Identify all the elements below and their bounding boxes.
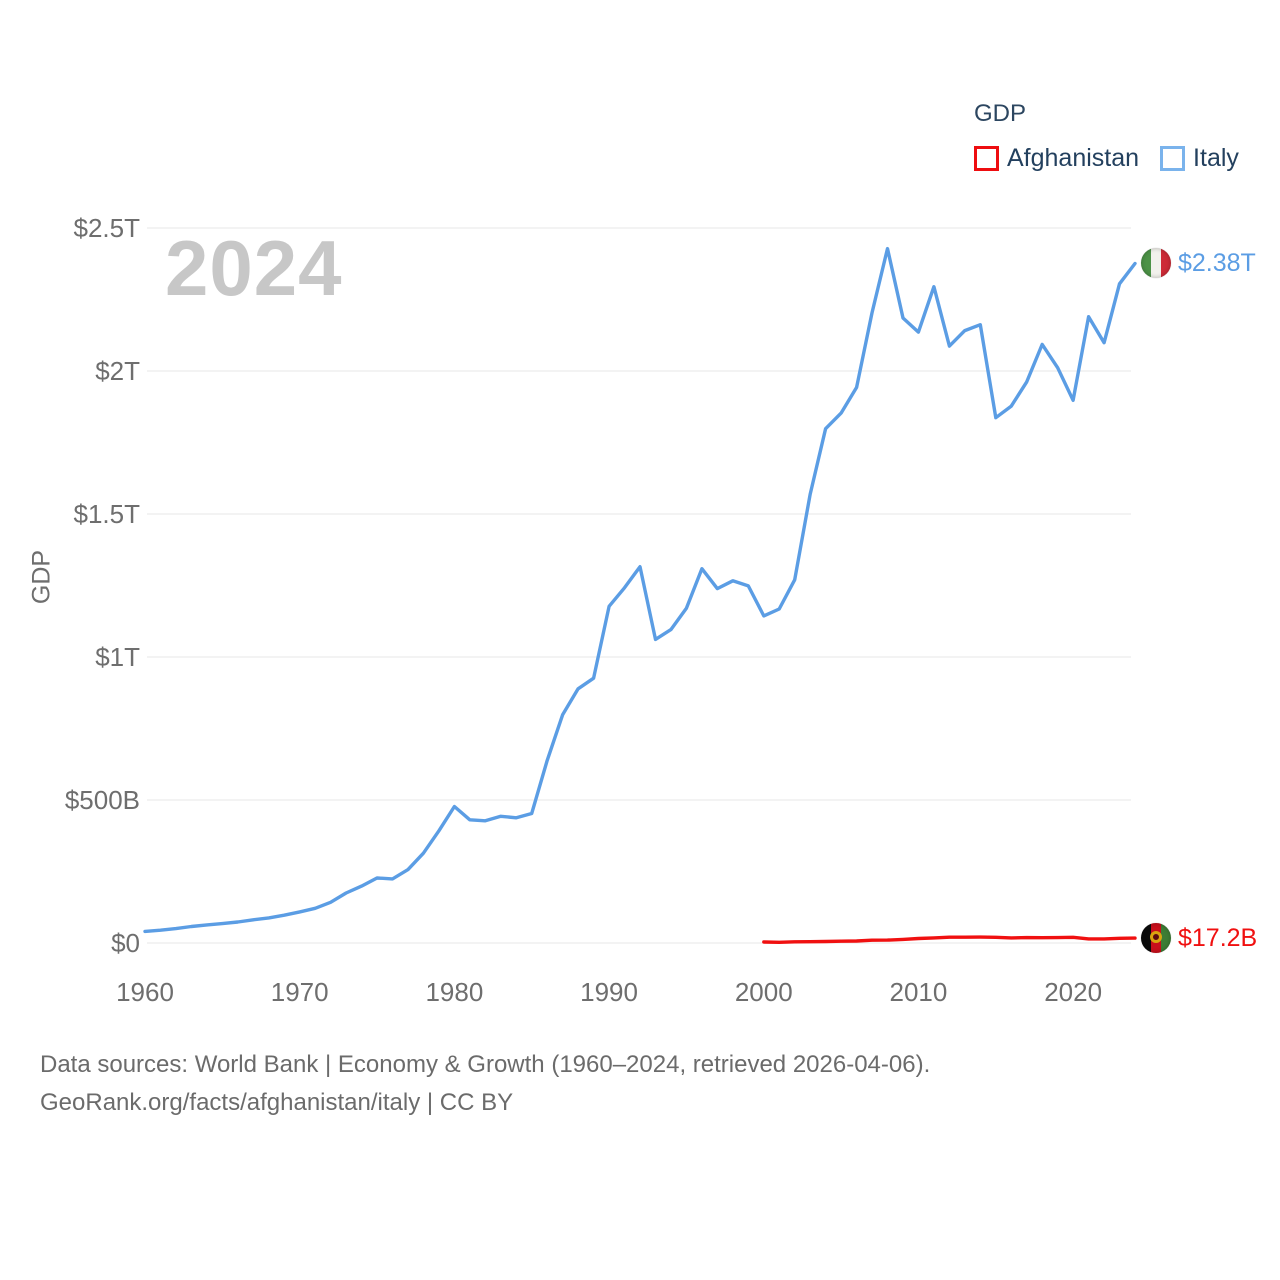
footer: Data sources: World Bank | Economy & Gro… (40, 1046, 930, 1122)
legend: GDP Afghanistan Italy (974, 100, 1239, 173)
x-tick-label: 2010 (890, 977, 948, 1007)
watermark-year: 2024 (165, 224, 343, 312)
y-axis-title: GDP (27, 549, 56, 605)
italy-end-value: $2.38T (1178, 248, 1256, 277)
y-tick-label: $1T (95, 642, 140, 672)
legend-item-afghanistan[interactable]: Afghanistan (974, 144, 1139, 173)
x-tick-label: 1980 (425, 977, 483, 1007)
x-tick-label: 2020 (1044, 977, 1102, 1007)
italy-end-label: $2.38T (1141, 248, 1256, 279)
footer-sources-line: Data sources: World Bank | Economy & Gro… (40, 1051, 931, 1078)
afghanistan-emblem-icon (1150, 930, 1162, 943)
y-tick-label: $2T (95, 356, 140, 386)
italy-flag-icon (1141, 248, 1171, 279)
x-tick-label: 1970 (271, 977, 329, 1007)
legend-title: GDP (974, 100, 1027, 127)
legend-label-afghanistan: Afghanistan (1007, 144, 1140, 172)
italy-gdp-line[interactable] (143, 246, 1137, 934)
legend-items: Afghanistan Italy (974, 144, 1239, 173)
y-tick-label: $1.5T (74, 499, 141, 529)
legend-label-italy: Italy (1193, 144, 1239, 172)
x-tick-label: 2000 (735, 977, 793, 1007)
footer-attribution-line: GeoRank.org/facts/afghanistan/italy | CC… (40, 1089, 514, 1116)
y-tick-label: $0 (111, 928, 140, 958)
y-tick-label: $500B (65, 785, 140, 815)
x-tick-label: 1990 (580, 977, 638, 1007)
gdp-line-chart: $0 $500B $1T $1.5T $2T $2.5T 1960 1970 1980 1990 2… (65, 213, 1137, 1007)
afghanistan-flag-icon (1141, 923, 1171, 954)
x-tick-label: 1960 (116, 977, 174, 1007)
afghanistan-end-value: $17.2B (1178, 923, 1258, 952)
afghanistan-end-label: $17.2B (1141, 923, 1258, 954)
italy-series-checkbox[interactable] (1160, 146, 1186, 171)
legend-item-italy[interactable]: Italy (1160, 144, 1239, 173)
afghanistan-gdp-line[interactable] (762, 935, 1137, 944)
afghanistan-series-checkbox[interactable] (974, 146, 999, 171)
y-tick-label: $2.5T (74, 213, 141, 243)
